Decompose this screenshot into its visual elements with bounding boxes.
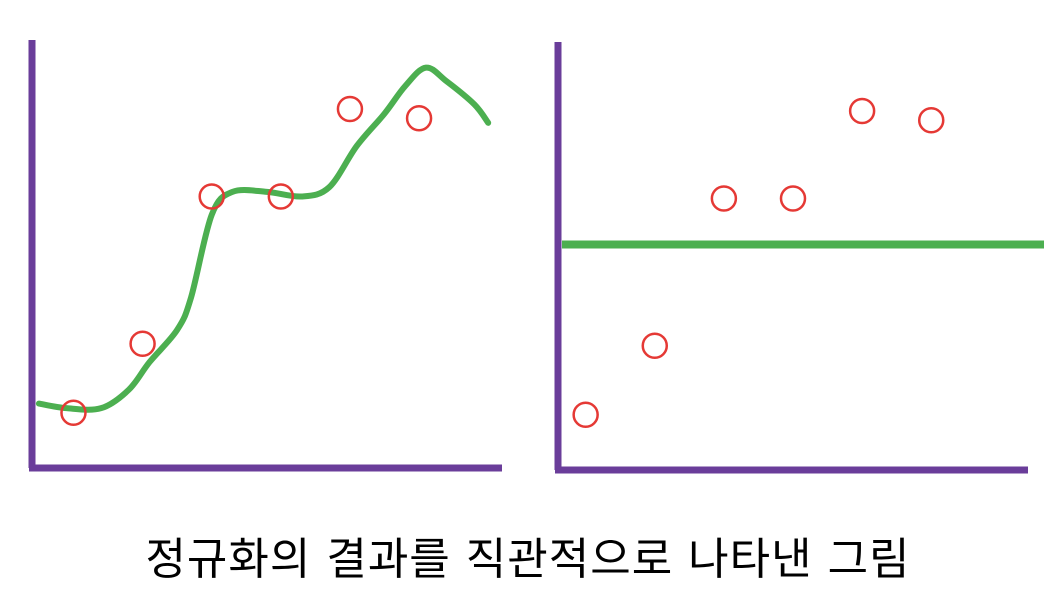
left-panel-overfit <box>28 40 502 472</box>
data-point <box>405 104 433 132</box>
data-point <box>129 330 156 357</box>
data-point <box>572 401 599 429</box>
data-point <box>198 183 225 210</box>
right-panel-regularized <box>554 42 1044 474</box>
data-point <box>267 183 295 210</box>
data-point <box>917 106 945 134</box>
figure-caption: 정규화의 결과를 직관적으로 나타낸 그림 <box>145 534 911 585</box>
data-point <box>641 332 669 359</box>
data-point <box>848 97 876 125</box>
data-point <box>779 185 807 212</box>
overfit-curve-line <box>35 64 492 413</box>
data-point <box>60 399 87 427</box>
data-point <box>336 95 364 123</box>
data-point <box>710 185 738 212</box>
